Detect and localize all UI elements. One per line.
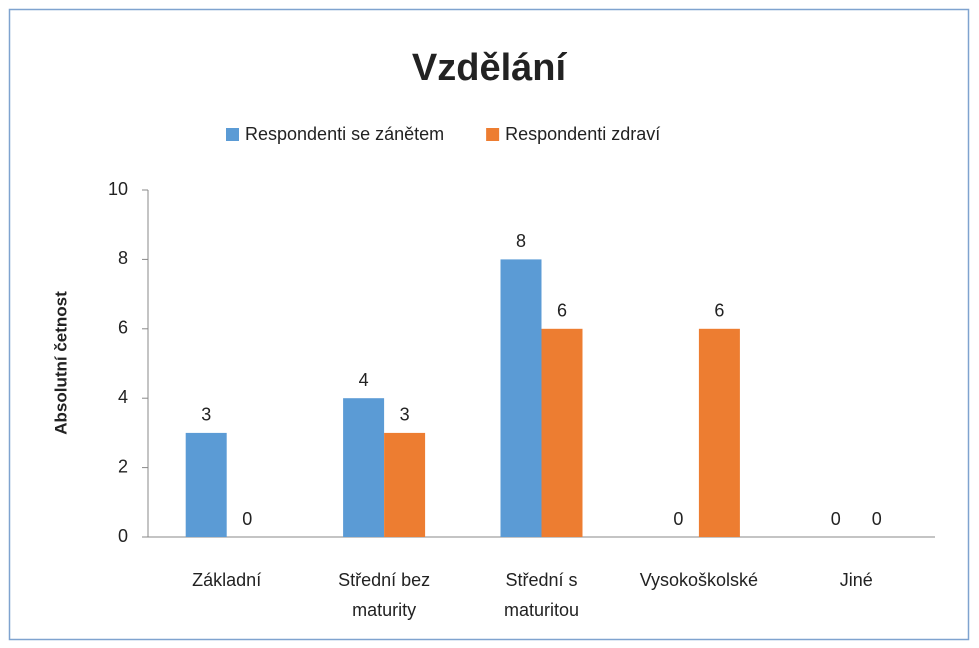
y-tick-label: 10: [108, 179, 128, 199]
data-label: 0: [242, 509, 252, 529]
x-tick-label: Vysokoškolské: [639, 570, 759, 590]
chart-title: Vzdělání: [412, 47, 568, 89]
data-label: 3: [400, 405, 410, 425]
legend-swatch: [226, 128, 239, 141]
x-tick-label: Základní: [192, 570, 262, 590]
data-label: 0: [872, 509, 882, 529]
bar: [185, 432, 227, 537]
bar: [698, 328, 740, 537]
bar: [541, 328, 583, 537]
y-tick-label: 6: [118, 318, 128, 338]
x-tick-label: Jiné: [839, 570, 873, 590]
legend-label: Respondenti zdraví: [505, 124, 660, 144]
y-tick-label: 8: [118, 248, 128, 268]
legend-swatch: [486, 128, 500, 141]
legend-label: Respondenti se zánětem: [245, 124, 444, 144]
data-label: 4: [359, 370, 369, 390]
y-tick-label: 0: [118, 526, 128, 546]
x-tick-label: Střední s maturitou: [503, 570, 580, 620]
data-label: 0: [831, 509, 841, 529]
bar: [500, 259, 542, 537]
y-tick-label: 2: [118, 456, 128, 476]
y-axis-label: Absolutní četnost: [51, 291, 70, 435]
x-tick-label: Střední bez maturity: [338, 570, 431, 620]
bar: [343, 398, 385, 537]
data-label: 6: [714, 301, 724, 321]
bar: [384, 432, 426, 537]
data-label: 6: [557, 301, 567, 321]
chart-border: [8, 8, 970, 641]
data-label: 0: [673, 509, 683, 529]
data-label: 3: [201, 405, 211, 425]
data-label: 8: [516, 231, 526, 251]
y-tick-label: 4: [118, 387, 128, 407]
